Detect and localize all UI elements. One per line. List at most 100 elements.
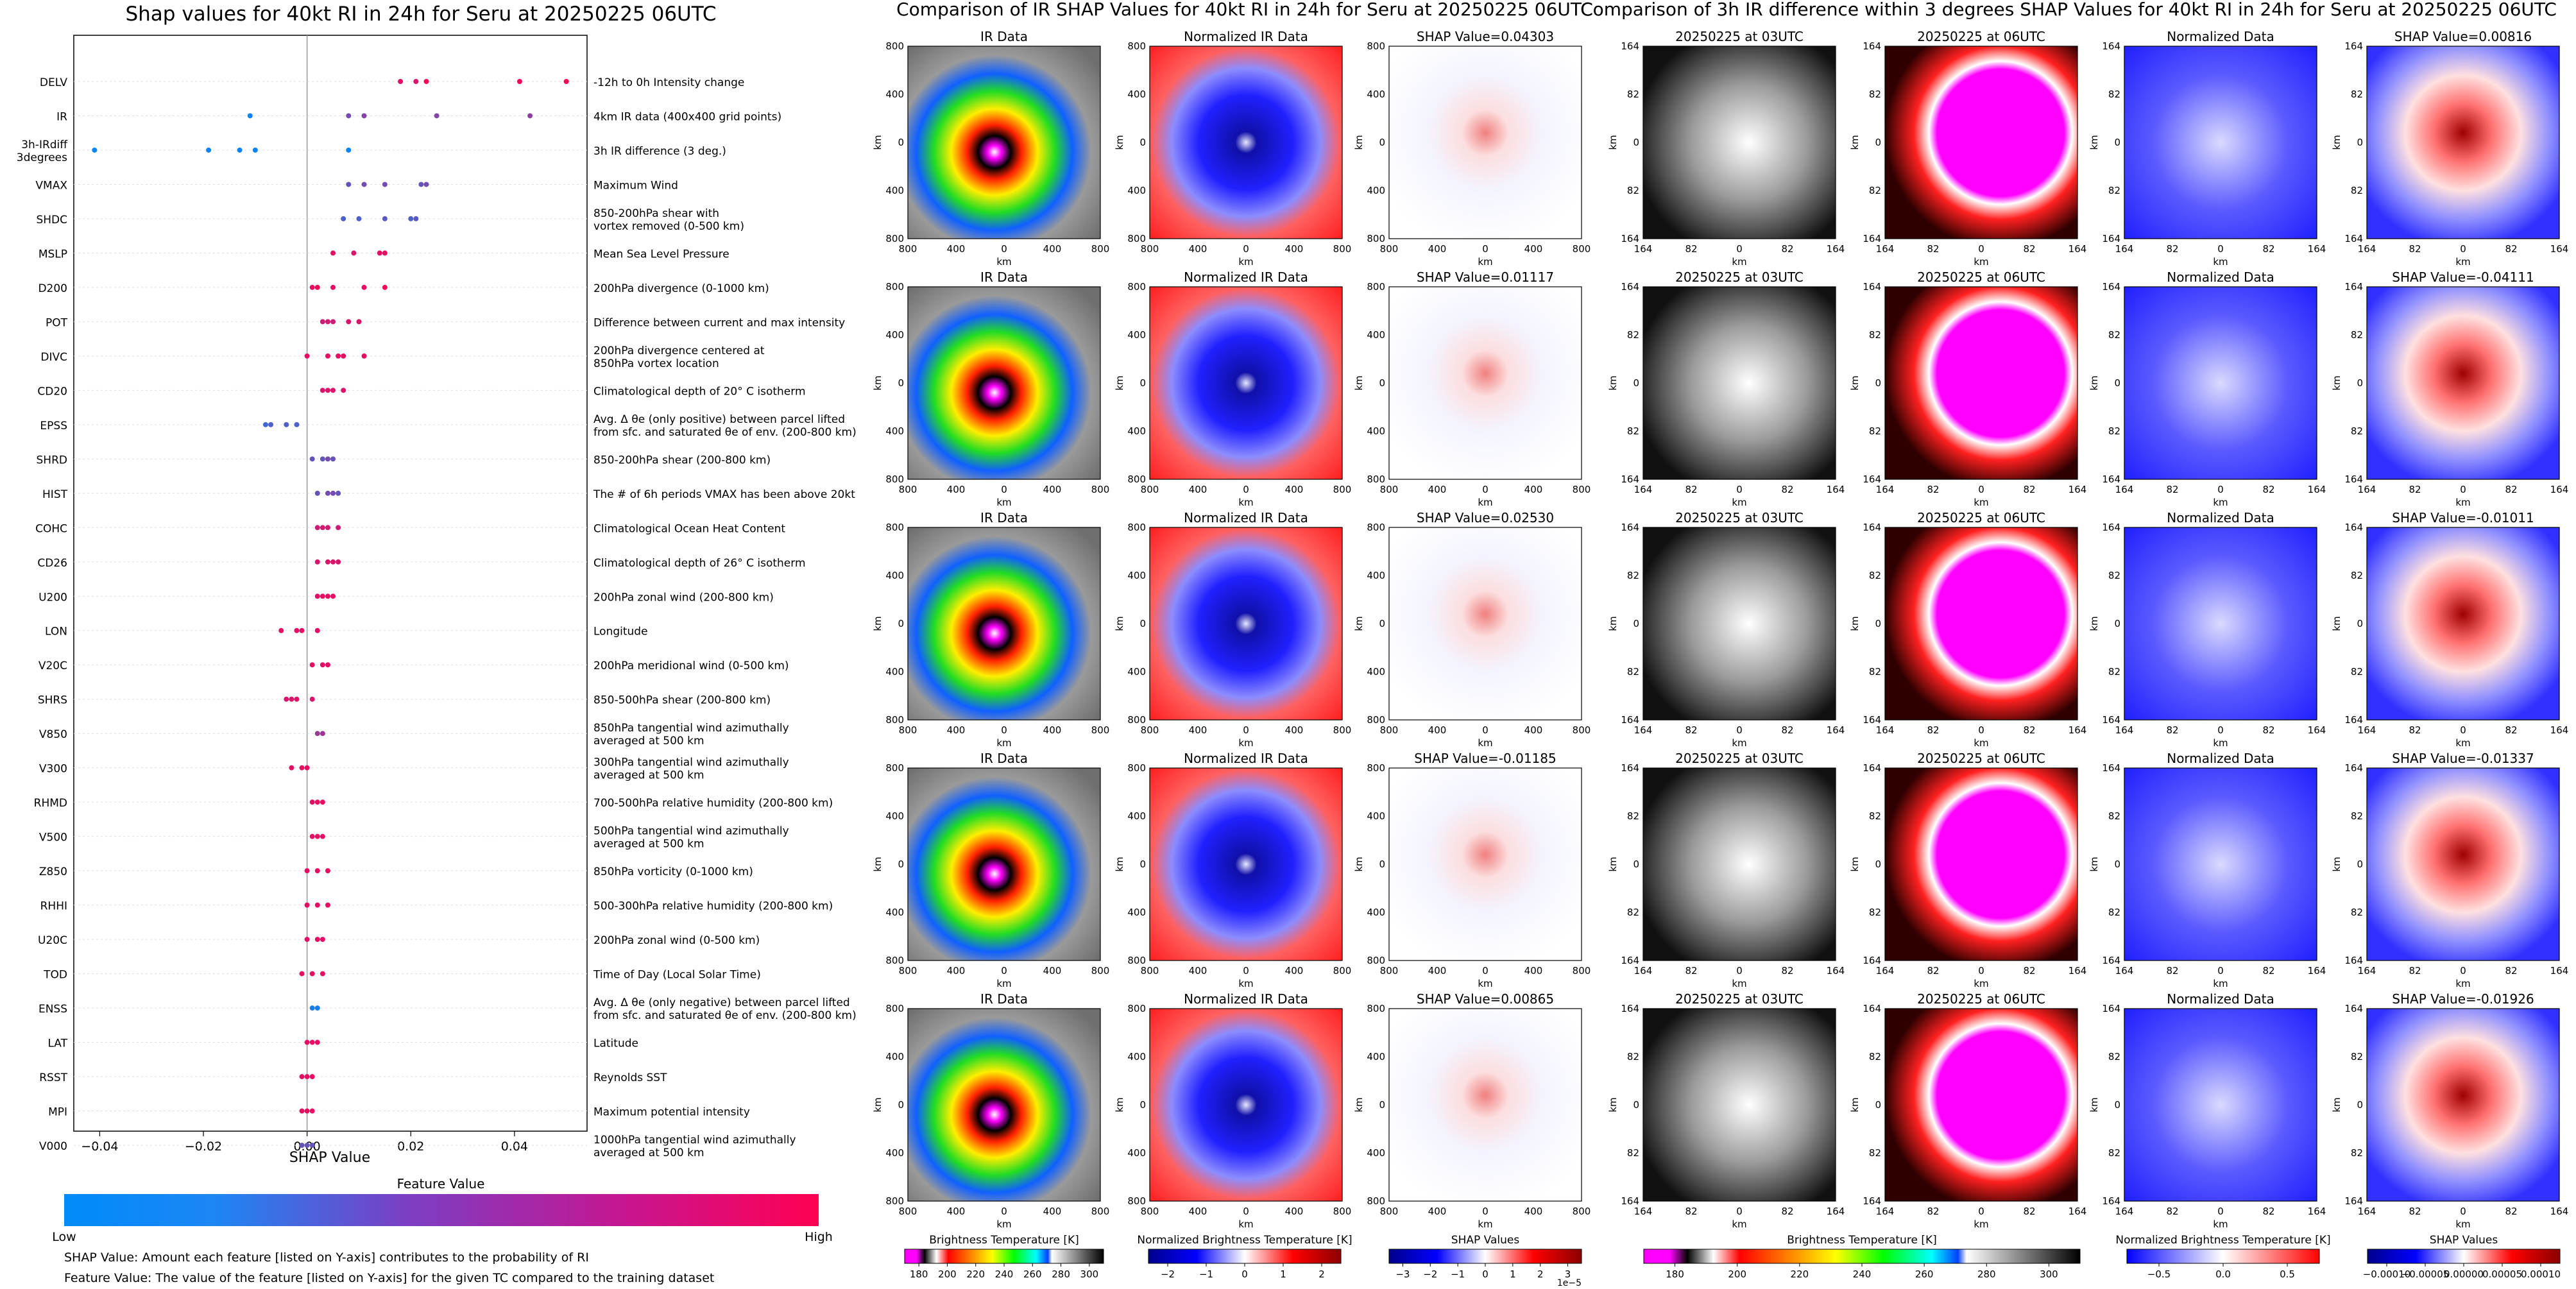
- panel-x-tick: 164: [2358, 1206, 2376, 1217]
- shap-point: [299, 765, 305, 771]
- panel-x-tick: 0: [1482, 243, 1488, 255]
- panel-x-tick: 800: [1380, 724, 1399, 736]
- shap-point: [320, 799, 325, 805]
- panel-x-label: km: [1478, 737, 1492, 749]
- panel-y-label: km: [872, 135, 883, 149]
- panel-y-tick: 164: [1621, 955, 1639, 966]
- panel-y-tick: 800: [1367, 233, 1385, 244]
- note-shap-value: SHAP Value: Amount each feature [listed …: [64, 1251, 589, 1265]
- panel-x-tick: 82: [1685, 965, 1697, 977]
- shap-point: [356, 319, 362, 325]
- panel-x-tick: 800: [899, 484, 917, 495]
- shap-point: [320, 833, 325, 839]
- colorbar-tick-label: 200: [938, 1268, 957, 1280]
- panel-x-tick: 82: [1685, 724, 1697, 736]
- panel-y-tick: 164: [1621, 40, 1639, 52]
- panel-x-tick: 800: [1333, 724, 1352, 736]
- panel-y-tick: 82: [2351, 810, 2363, 822]
- panel-y-tick: 0: [898, 1099, 904, 1111]
- ir-shap-map-panel: [1388, 286, 1582, 480]
- panel-y-tick: 82: [2108, 570, 2120, 581]
- feature-description: 850hPa tangential wind azimuthally: [593, 722, 789, 735]
- panel-x-tick: 400: [1285, 1206, 1304, 1217]
- panel-y-tick: 82: [1627, 666, 1639, 678]
- panel-x-label: km: [1478, 1218, 1492, 1230]
- panel-y-tick: 82: [2351, 666, 2363, 678]
- panel-x-tick: 0: [2217, 243, 2224, 255]
- panel-y-tick: 400: [885, 1147, 904, 1159]
- panel-x-tick: 800: [1141, 243, 1159, 255]
- feature-code-label: DELV: [40, 76, 67, 89]
- panel-x-tick: 164: [1634, 243, 1653, 255]
- panel-x-tick: 82: [1927, 724, 1939, 736]
- panel-x-tick: 400: [1428, 965, 1447, 977]
- feature-description: Mean Sea Level Pressure: [593, 248, 729, 260]
- panel-y-tick: 164: [1863, 955, 1881, 966]
- panel-x-tick: 400: [1043, 1206, 1062, 1217]
- colorbar-tick-label: −2: [1161, 1268, 1175, 1280]
- colorbar-tick-label: 0.00000: [2444, 1268, 2484, 1280]
- irdiff-colorbar: [1643, 1249, 2081, 1264]
- ir-06utc-title: 20250225 at 06UTC: [1917, 29, 2045, 44]
- panel-x-label: km: [1732, 978, 1746, 989]
- panel-x-label: km: [1238, 256, 1253, 268]
- panel-x-tick: 164: [1827, 484, 1845, 495]
- panel-y-label: km: [1607, 616, 1619, 631]
- panel-x-tick: 164: [1876, 724, 1895, 736]
- panel-y-tick: 0: [1875, 377, 1881, 389]
- panel-x-tick: 82: [2262, 243, 2274, 255]
- panel-y-label: km: [1114, 135, 1125, 149]
- panel-x-tick: 82: [1685, 1206, 1697, 1217]
- panel-y-tick: 0: [1139, 137, 1146, 148]
- panel-x-tick: 82: [2409, 724, 2421, 736]
- normalized-ir-data-title: Normalized IR Data: [1184, 510, 1308, 525]
- panel-x-tick: 400: [947, 243, 966, 255]
- panel-y-tick: 82: [1869, 329, 1881, 341]
- panel-x-tick: 82: [2505, 965, 2517, 977]
- feature-code-label: MSLP: [38, 248, 67, 260]
- panel-x-tick: 82: [1927, 484, 1939, 495]
- ir-data-title: IR Data: [980, 991, 1028, 1007]
- panel-x-tick: 800: [1573, 243, 1591, 255]
- panel-x-label: km: [1238, 497, 1253, 508]
- panel-y-tick: 800: [885, 714, 904, 726]
- panel-x-tick: 164: [2550, 243, 2569, 255]
- feature-description: 850-200hPa shear with: [593, 207, 719, 220]
- panel-x-tick: 164: [2068, 1206, 2087, 1217]
- irdiff-comparison-title: Comparison of 3h IR difference within 3 …: [1580, 0, 2557, 20]
- panel-x-tick: 400: [1189, 243, 1207, 255]
- panel-x-label: km: [2213, 256, 2228, 268]
- feature-code-label: DIVC: [40, 351, 67, 364]
- panel-x-tick: 82: [1781, 1206, 1793, 1217]
- panel-y-label: km: [1849, 857, 1861, 871]
- panel-x-tick: 164: [2308, 724, 2326, 736]
- panel-y-tick: 82: [2108, 89, 2120, 100]
- panel-y-tick: 164: [1863, 1003, 1881, 1014]
- irdiff-colorbar-title: Brightness Temperature [K]: [1787, 1234, 1936, 1247]
- panel-x-tick: 0: [1001, 243, 1007, 255]
- shap-point: [304, 1039, 310, 1045]
- ir-data-panel: [907, 1008, 1101, 1202]
- panel-x-tick: 800: [1141, 724, 1159, 736]
- shap-point: [320, 731, 325, 737]
- panel-x-tick: 164: [2358, 965, 2376, 977]
- panel-x-tick: 164: [1876, 484, 1895, 495]
- panel-y-tick: 82: [1869, 425, 1881, 437]
- panel-y-tick: 82: [1627, 810, 1639, 822]
- ir-shap-map-title: SHAP Value=-0.01185: [1414, 751, 1556, 766]
- colorbar-tick-label: 300: [1080, 1268, 1099, 1280]
- ir-shap-map-title: SHAP Value=0.02530: [1417, 510, 1554, 525]
- colorbar-tick-label: 0.00010: [2521, 1268, 2561, 1280]
- panel-x-tick: 0: [2217, 1206, 2224, 1217]
- shap-point: [346, 113, 352, 119]
- feature-description: averaged at 500 km: [593, 1147, 704, 1159]
- ir-data-title: IR Data: [980, 29, 1028, 44]
- shap-point: [325, 456, 330, 462]
- panel-y-tick: 0: [898, 377, 904, 389]
- shap-point: [325, 593, 330, 599]
- panel-x-tick: 0: [2460, 243, 2466, 255]
- shap-point: [314, 559, 320, 565]
- panel-y-tick: 82: [2351, 89, 2363, 100]
- panel-y-label: km: [2331, 857, 2342, 871]
